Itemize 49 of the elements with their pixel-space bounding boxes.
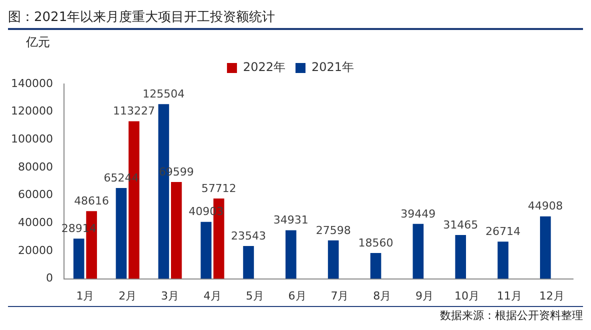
y-tick-label: 80000: [18, 160, 53, 174]
source-note: 数据来源：根据公开资料整理: [8, 306, 583, 323]
chart-title: 图：2021年以来月度重大项目开工投资额统计: [8, 8, 583, 30]
legend-label: 2021年: [312, 60, 354, 74]
bar: [498, 242, 508, 279]
x-tick-label: 7月: [330, 289, 349, 302]
y-tick-label: 60000: [18, 188, 53, 202]
x-tick-label: 11月: [496, 289, 522, 302]
bar: [200, 222, 212, 279]
bar: [540, 216, 551, 279]
y-tick-label: 120000: [10, 104, 53, 118]
x-tick-label: 9月: [416, 289, 434, 302]
data-label: 23543: [231, 229, 266, 242]
bar: [455, 235, 466, 279]
x-tick-label: 8月: [373, 289, 392, 302]
y-axis-title: 亿元: [26, 34, 51, 49]
data-label: 26714: [486, 224, 521, 238]
data-label: 44908: [528, 200, 563, 213]
bar: [170, 182, 182, 279]
x-tick-label: 3月: [161, 289, 180, 302]
bar: [73, 238, 84, 279]
data-label: 39449: [400, 207, 436, 220]
bar: [370, 252, 382, 279]
bar: [328, 240, 339, 279]
data-label: 57712: [201, 182, 236, 195]
x-tick-label: 2月: [118, 289, 137, 302]
bar: [243, 246, 254, 279]
bar: [286, 230, 296, 279]
data-label: 18560: [358, 236, 394, 250]
data-label: 34931: [273, 214, 308, 227]
x-tick-label: 5月: [246, 289, 264, 302]
legend-label: 2022年: [242, 60, 286, 74]
bar: [412, 224, 424, 279]
y-tick-label: 140000: [10, 76, 53, 90]
x-tick-label: 10月: [454, 289, 480, 302]
x-tick-label: 4月: [203, 289, 222, 302]
data-label: 31465: [443, 218, 478, 232]
data-label: 113227: [112, 104, 155, 118]
x-tick-label: 6月: [288, 289, 306, 302]
data-label: 48616: [74, 194, 110, 208]
y-tick-label: 20000: [18, 244, 53, 257]
bar: [116, 188, 127, 279]
data-label: 27598: [316, 224, 351, 237]
data-label: 125504: [142, 88, 185, 101]
y-tick-label: 100000: [10, 132, 53, 146]
y-tick-label: 0: [46, 272, 53, 285]
x-tick-label: 12月: [539, 289, 564, 302]
y-tick-label: 40000: [18, 216, 53, 229]
x-tick-label: 1月: [76, 289, 94, 302]
